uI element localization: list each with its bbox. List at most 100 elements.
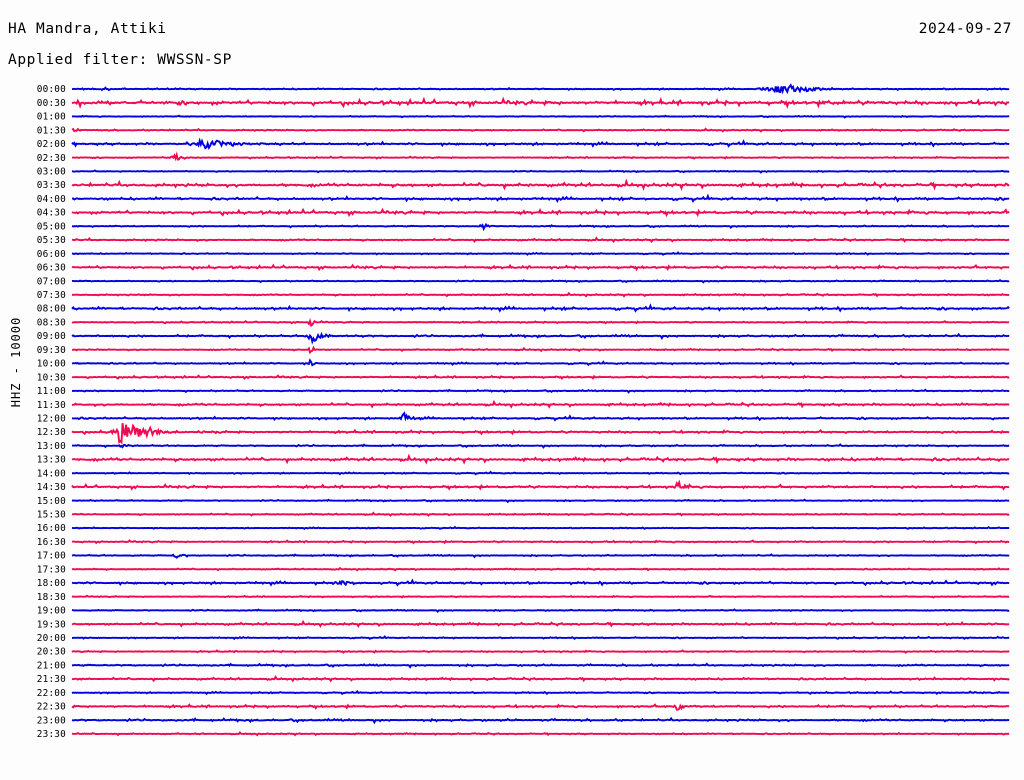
trace-row bbox=[71, 553, 1010, 559]
time-tick-label: 08:30 bbox=[37, 317, 66, 328]
trace-row bbox=[71, 443, 1010, 449]
time-tick-label: 04:30 bbox=[37, 208, 66, 219]
time-tick-label: 19:00 bbox=[37, 606, 66, 617]
trace-row bbox=[71, 578, 1010, 587]
trace-row bbox=[71, 619, 1010, 628]
trace-row bbox=[71, 169, 1010, 174]
time-tick-label: 11:30 bbox=[37, 400, 66, 411]
time-tick-label: 12:00 bbox=[37, 413, 66, 424]
trace-row bbox=[71, 317, 1010, 328]
trace-row bbox=[71, 263, 1010, 272]
trace-row bbox=[71, 422, 1010, 445]
trace-row bbox=[71, 525, 1010, 531]
trace-row bbox=[71, 303, 1010, 313]
trace-row bbox=[71, 539, 1010, 545]
time-tick-label: 06:30 bbox=[37, 263, 66, 274]
trace-row bbox=[71, 278, 1010, 284]
trace-row bbox=[71, 411, 1010, 422]
time-tick-label: 09:00 bbox=[37, 331, 66, 342]
trace-row bbox=[71, 453, 1010, 465]
time-tick-label: 23:30 bbox=[37, 729, 66, 740]
time-tick-label: 16:30 bbox=[37, 537, 66, 548]
time-tick-label: 05:00 bbox=[37, 221, 66, 232]
trace-row bbox=[71, 178, 1010, 191]
time-tick-label: 10:30 bbox=[37, 372, 66, 383]
trace-row bbox=[72, 470, 1010, 476]
time-tick-label: 07:30 bbox=[37, 290, 66, 301]
trace-row bbox=[71, 635, 1010, 641]
time-tick-label: 12:30 bbox=[37, 427, 66, 438]
time-tick-label: 13:00 bbox=[37, 441, 66, 452]
trace-row bbox=[71, 291, 1010, 298]
trace-row bbox=[72, 151, 1010, 162]
trace-row bbox=[71, 222, 1010, 232]
time-tick-label: 09:30 bbox=[37, 345, 66, 356]
time-tick-label: 16:00 bbox=[37, 523, 66, 534]
page-title: HA Mandra, Attiki bbox=[8, 21, 167, 37]
time-tick-label: 19:30 bbox=[37, 619, 66, 630]
trace-row bbox=[71, 511, 1010, 517]
time-tick-label: 00:30 bbox=[37, 98, 66, 109]
time-tick-label: 22:30 bbox=[37, 702, 66, 713]
trace-row bbox=[71, 662, 1010, 669]
time-tick-label: 02:00 bbox=[37, 139, 66, 150]
time-tick-label: 15:30 bbox=[37, 510, 66, 521]
time-tick-label: 10:00 bbox=[37, 359, 66, 370]
trace-row bbox=[71, 716, 1010, 725]
time-tick-label: 02:30 bbox=[37, 153, 66, 164]
time-tick-label: 18:30 bbox=[37, 592, 66, 603]
time-tick-label: 14:30 bbox=[37, 482, 66, 493]
time-tick-label: 21:30 bbox=[37, 674, 66, 685]
trace-row bbox=[71, 731, 1010, 737]
time-tick-label: 01:00 bbox=[37, 112, 66, 123]
trace-row bbox=[71, 345, 1010, 355]
time-tick-label: 17:00 bbox=[37, 551, 66, 562]
trace-row bbox=[71, 83, 1010, 95]
date-label: 2024-09-27 bbox=[918, 21, 1012, 37]
trace-row bbox=[71, 689, 1010, 696]
time-tick-label: 04:00 bbox=[37, 194, 66, 205]
time-tick-label: 03:30 bbox=[37, 180, 66, 191]
trace-row bbox=[71, 703, 1010, 711]
time-tick-label: 06:00 bbox=[37, 249, 66, 260]
trace-row bbox=[71, 566, 1010, 572]
time-tick-label: 03:00 bbox=[37, 167, 66, 178]
time-tick-label: 08:00 bbox=[37, 304, 66, 315]
time-tick-label: 13:30 bbox=[37, 455, 66, 466]
trace-row bbox=[71, 388, 1010, 394]
time-tick-label: 05:30 bbox=[37, 235, 66, 246]
trace-row bbox=[71, 127, 1010, 133]
trace-row bbox=[71, 207, 1010, 218]
time-tick-label: 20:30 bbox=[37, 647, 66, 658]
trace-row bbox=[71, 374, 1010, 381]
time-tick-label: 20:00 bbox=[37, 633, 66, 644]
time-tick-label: 17:30 bbox=[37, 564, 66, 575]
time-tick-label: 14:00 bbox=[37, 468, 66, 479]
trace-row bbox=[71, 358, 1010, 367]
trace-row bbox=[71, 608, 1010, 613]
seismogram-svg: 00:00 00:30 01:00 01:30 02:00 02:30 03:00 03:30… bbox=[37, 83, 1010, 740]
trace-row bbox=[71, 498, 1010, 504]
time-tick-label: 21:00 bbox=[37, 660, 66, 671]
trace-row bbox=[71, 96, 1010, 110]
time-tick-label: 18:00 bbox=[37, 578, 66, 589]
trace-row bbox=[71, 594, 1010, 599]
helicorder-plot: 00:00 00:30 01:00 01:30 02:00 02:30 03:00 03:30… bbox=[0, 76, 1024, 780]
trace-row bbox=[71, 331, 1010, 345]
trace-row bbox=[71, 649, 1010, 654]
header: HA Mandra, Attiki 2024-09-27 Applied fil… bbox=[0, 0, 1024, 76]
trace-row bbox=[71, 399, 1010, 409]
trace-row bbox=[71, 236, 1010, 244]
trace-row bbox=[71, 137, 1010, 150]
filter-label: Applied filter: WWSSN-SP bbox=[8, 52, 232, 68]
trace-row bbox=[71, 675, 1010, 683]
time-tick-label: 07:00 bbox=[37, 276, 66, 287]
time-tick-label: 15:00 bbox=[37, 496, 66, 507]
time-tick-label: 22:00 bbox=[37, 688, 66, 699]
trace-row bbox=[71, 479, 1010, 491]
trace-row bbox=[71, 114, 1010, 119]
trace-row bbox=[71, 193, 1010, 204]
time-tick-label: 00:00 bbox=[37, 84, 66, 95]
trace-row bbox=[71, 251, 1010, 256]
time-tick-label: 11:00 bbox=[37, 386, 66, 397]
